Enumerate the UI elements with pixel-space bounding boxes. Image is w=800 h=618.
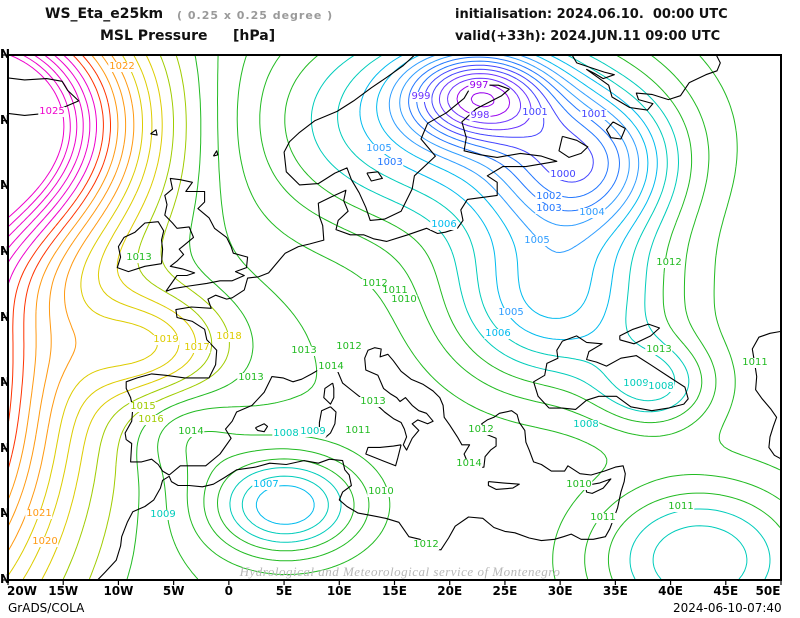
isobar-996 [470,92,495,108]
isobar-1011 [203,55,781,580]
coastlines [8,55,781,580]
isobar-1026 [8,55,91,263]
field-name: MSL Pressure [100,28,208,44]
model-resolution: ( 0.25 x 0.25 degree ) [177,9,334,22]
isobar-1027 [8,55,84,249]
isobar-1003 [408,56,620,212]
isobar-1013 [157,55,318,580]
isobar-1006 [376,55,649,319]
isobar-1028 [8,55,78,238]
isobar-1014 [126,55,254,580]
isobar-1021 [8,55,127,527]
field-units: [hPa] [233,28,276,44]
axis-ticks [3,54,782,585]
isobar-1015 [88,55,230,580]
isobar-1008 [241,55,748,580]
isobar-1017 [41,55,197,580]
isobar-1023 [8,55,111,470]
isobar-1024 [8,55,104,426]
map-border [7,54,782,581]
isobar-1000 [431,68,545,138]
isobar-1016 [62,55,213,580]
isobar-1009 [229,55,771,580]
valid-time: valid(+33h): 2024.JUN.11 09:00 UTC [455,29,721,44]
initialisation-time: initialisation: 2024.06.10. 00:00 UTC [455,7,728,22]
isobar-997 [456,83,511,117]
isobar-1022 [8,55,119,501]
creation-timestamp: 2024-06-10-07:40 [673,601,782,615]
isobar-998 [447,77,522,124]
model-name: WS_Eta_e25km [45,6,164,22]
isobar-1018 [22,55,180,580]
isobar-1012 [185,55,781,580]
map-content [8,55,781,580]
watermark: Hydrological and Meteorological service … [239,564,561,579]
isobar-1002 [416,60,609,198]
isobar-999 [438,73,532,131]
isobar-1005 [388,55,640,253]
isobar-1007 [255,55,658,525]
grads-credit: GrADS/COLA [8,601,85,615]
isobar-1025 [8,55,97,285]
isobar-1010 [217,55,781,580]
